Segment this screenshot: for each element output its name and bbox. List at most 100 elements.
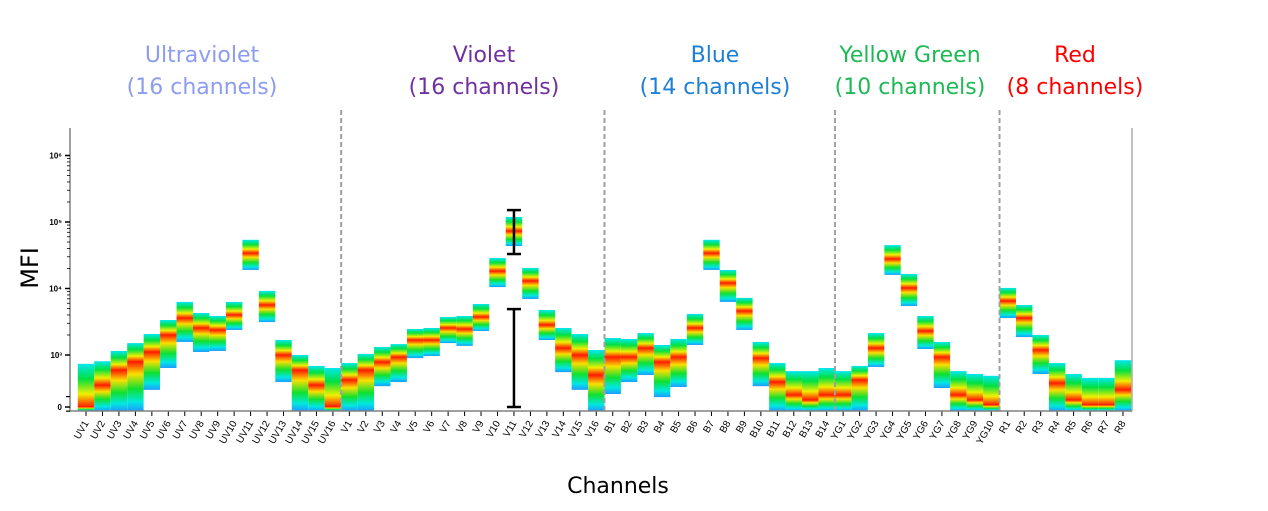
x-tick-label: B13 — [797, 419, 816, 440]
x-tick-label: YG8 — [944, 419, 964, 442]
channel-column-uv8 — [193, 313, 210, 352]
laser-dividers — [340, 110, 1001, 411]
channel-column-uv7 — [176, 301, 193, 342]
x-tick-label: YG3 — [862, 419, 882, 442]
x-tick-label: YG2 — [846, 419, 866, 442]
x-tick-label: R7 — [1096, 419, 1112, 436]
channel-column-yg7 — [933, 341, 951, 389]
x-tick-label: B8 — [718, 419, 734, 435]
x-tick-label: V9 — [471, 419, 487, 435]
x-tick-label: B12 — [781, 419, 800, 440]
x-tick-label: R6 — [1080, 419, 1096, 436]
group-subtitle: (16 channels) — [408, 75, 560, 100]
x-tick-label: B5 — [669, 419, 685, 435]
channel-column-v13 — [538, 309, 556, 341]
x-tick-label: V3 — [372, 419, 388, 435]
x-tick-label: UV6 — [155, 419, 174, 442]
channel-column-uv5 — [143, 333, 161, 390]
channel-column-r3 — [1032, 334, 1049, 374]
channel-column-uv9 — [209, 315, 226, 351]
channel-column-r2 — [1016, 304, 1033, 338]
x-tick-label: V2 — [356, 419, 372, 435]
error-bar — [506, 307, 521, 409]
x-tick-label: YG1 — [829, 419, 849, 442]
y-tick-label: 10⁵ — [49, 218, 62, 227]
x-tick-label: B2 — [619, 419, 635, 435]
x-tick-label: B6 — [685, 419, 701, 435]
channel-column-uv2 — [94, 361, 111, 411]
channel-column-b7 — [703, 239, 720, 270]
group-subtitle: (16 channels) — [126, 75, 278, 100]
channel-column-b8 — [719, 269, 737, 302]
channel-column-b9 — [736, 297, 753, 330]
channel-column-v1 — [341, 363, 358, 411]
channel-columns — [77, 216, 1132, 411]
channel-column-r6 — [1081, 377, 1099, 411]
x-tick-label: UV7 — [171, 419, 190, 442]
group-title-red: Red (8 channels) — [1007, 40, 1144, 104]
channel-column-v6 — [423, 327, 440, 357]
x-tick-label: B10 — [748, 419, 767, 440]
x-tick-label: V10 — [485, 419, 504, 440]
channel-column-r8 — [1114, 360, 1132, 411]
channel-column-uv15 — [308, 365, 325, 411]
x-tick-label: V11 — [502, 419, 520, 440]
x-tick-label: UV3 — [105, 419, 124, 442]
x-tick-label: B7 — [701, 419, 717, 435]
x-tick-label: V5 — [405, 419, 421, 435]
x-tick-label: V6 — [422, 419, 438, 435]
x-tick-label: V7 — [438, 419, 454, 435]
channel-column-v12 — [522, 267, 539, 299]
y-tick-label: 10⁴ — [49, 285, 62, 294]
channel-column-uv10 — [225, 301, 243, 330]
x-tick-label: YG6 — [912, 419, 932, 442]
channel-column-yg5 — [900, 274, 918, 307]
x-tick-label: R3 — [1030, 419, 1046, 436]
y-tick-label: 10⁶ — [49, 152, 62, 161]
x-tick-label: YG7 — [928, 419, 948, 442]
channel-column-uv1 — [77, 363, 95, 411]
group-name: Red — [1054, 43, 1096, 68]
x-tick-label: UV1 — [72, 419, 91, 442]
channel-column-uv14 — [291, 355, 309, 411]
x-tick-label: B9 — [734, 419, 750, 435]
channel-column-b10 — [752, 341, 770, 387]
channel-column-yg3 — [867, 333, 885, 367]
x-tick-label: UV8 — [188, 419, 207, 442]
channel-column-r5 — [1065, 373, 1082, 411]
channel-column-v15 — [571, 333, 588, 390]
channel-column-uv4 — [127, 343, 144, 411]
x-tick-label: V12 — [518, 419, 537, 440]
x-tick-label: YG5 — [895, 419, 915, 442]
group-title-yellow-green: Yellow Green (10 channels) — [835, 40, 986, 104]
x-tick-label: V4 — [389, 419, 405, 435]
channel-column-r1 — [999, 287, 1016, 319]
channel-column-uv6 — [160, 319, 177, 368]
x-tick-label: V15 — [567, 419, 586, 440]
x-tick-label: V1 — [339, 419, 355, 435]
group-name: Violet — [452, 43, 516, 68]
x-tick-label: V13 — [534, 419, 553, 440]
channel-column-b5 — [670, 339, 687, 387]
group-title-ultraviolet: Ultraviolet (16 channels) — [127, 40, 278, 104]
x-tick-label: V16 — [583, 419, 602, 440]
channel-column-v7 — [439, 316, 457, 344]
x-tick-label: R5 — [1063, 419, 1079, 436]
y-tick-label: 0 — [58, 403, 63, 412]
x-tick-label: V14 — [551, 419, 570, 440]
channel-column-b3 — [637, 333, 654, 376]
x-tick-label: UV5 — [138, 419, 157, 442]
channel-column-v16 — [588, 349, 605, 411]
x-tick-label: YG4 — [879, 419, 899, 442]
x-tick-label: B3 — [636, 419, 652, 435]
channel-column-b11 — [769, 363, 786, 411]
channel-column-v5 — [407, 329, 424, 359]
x-tick-label: UV16 — [316, 419, 338, 447]
channel-column-b14 — [818, 368, 835, 411]
group-subtitle: (14 channels) — [639, 75, 791, 100]
channel-column-uv12 — [258, 290, 276, 323]
group-title-violet: Violet (16 channels) — [409, 40, 560, 104]
y-tick-label: 10³ — [50, 351, 62, 360]
channel-column-v4 — [390, 344, 407, 383]
